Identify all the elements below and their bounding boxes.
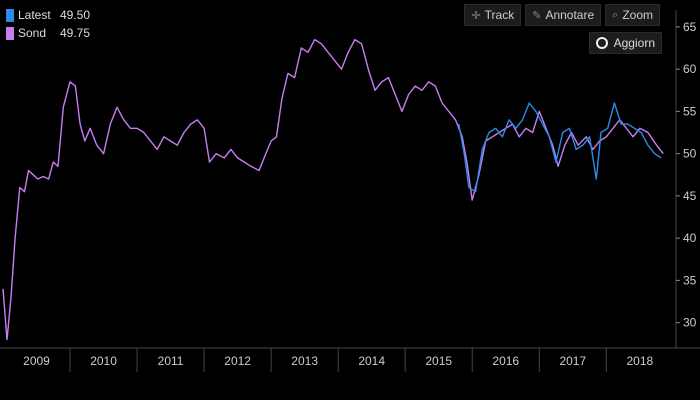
refresh-label: Aggiorn (613, 36, 655, 50)
x-tick-label: 2016 (492, 354, 519, 368)
legend-name-latest: Latest (18, 8, 51, 22)
x-tick-label: 2009 (23, 354, 50, 368)
y-tick-label: 45 (683, 189, 697, 203)
x-tick-label: 2011 (158, 354, 184, 368)
y-tick-label: 40 (683, 231, 697, 245)
x-tick-label: 2018 (626, 354, 653, 368)
zoom-button[interactable]: ⌕ Zoom (605, 4, 660, 26)
y-tick-label: 60 (683, 62, 697, 76)
chart-toolbar: ✛ Track ✎ Annotare ⌕ Zoom (464, 4, 660, 26)
legend-item-sond: Sond 49.75 (6, 24, 90, 42)
track-label: Track (484, 8, 515, 22)
track-button[interactable]: ✛ Track (464, 4, 522, 26)
series-line-latest (458, 102, 662, 193)
legend-swatch-sond (6, 26, 14, 40)
refresh-button[interactable]: Aggiorn (588, 32, 662, 54)
legend-value-latest: 49.50 (60, 8, 91, 22)
legend-swatch-latest (6, 8, 14, 22)
magnifier-icon: ⌕ (612, 8, 619, 21)
y-tick-label: 30 (683, 316, 697, 330)
y-tick-label: 50 (683, 147, 697, 161)
x-tick-label: 2017 (559, 354, 586, 368)
annotate-label: Annotare (545, 8, 595, 22)
x-tick-label: 2014 (358, 354, 385, 368)
legend-value-sond: 49.75 (60, 26, 91, 40)
series-line-sond (2, 38, 664, 341)
x-tick-label: 2013 (291, 354, 318, 368)
pencil-icon: ✎ (532, 9, 542, 22)
x-tick-label: 2015 (425, 354, 452, 368)
x-tick-label: 2012 (224, 354, 251, 368)
y-tick-label: 65 (683, 20, 697, 34)
annotate-button[interactable]: ✎ Annotare (525, 4, 602, 26)
legend-item-latest: Latest 49.50 (6, 6, 90, 24)
legend-name-sond: Sond (18, 26, 47, 40)
x-tick-label: 2010 (90, 354, 117, 368)
y-tick-label: 55 (683, 104, 697, 118)
legend: Latest 49.50 Sond 49.75 (6, 6, 90, 42)
zoom-label: Zoom (622, 8, 653, 22)
refresh-icon (595, 37, 608, 49)
y-tick-label: 35 (683, 273, 697, 287)
crosshair-icon: ✛ (471, 9, 481, 22)
